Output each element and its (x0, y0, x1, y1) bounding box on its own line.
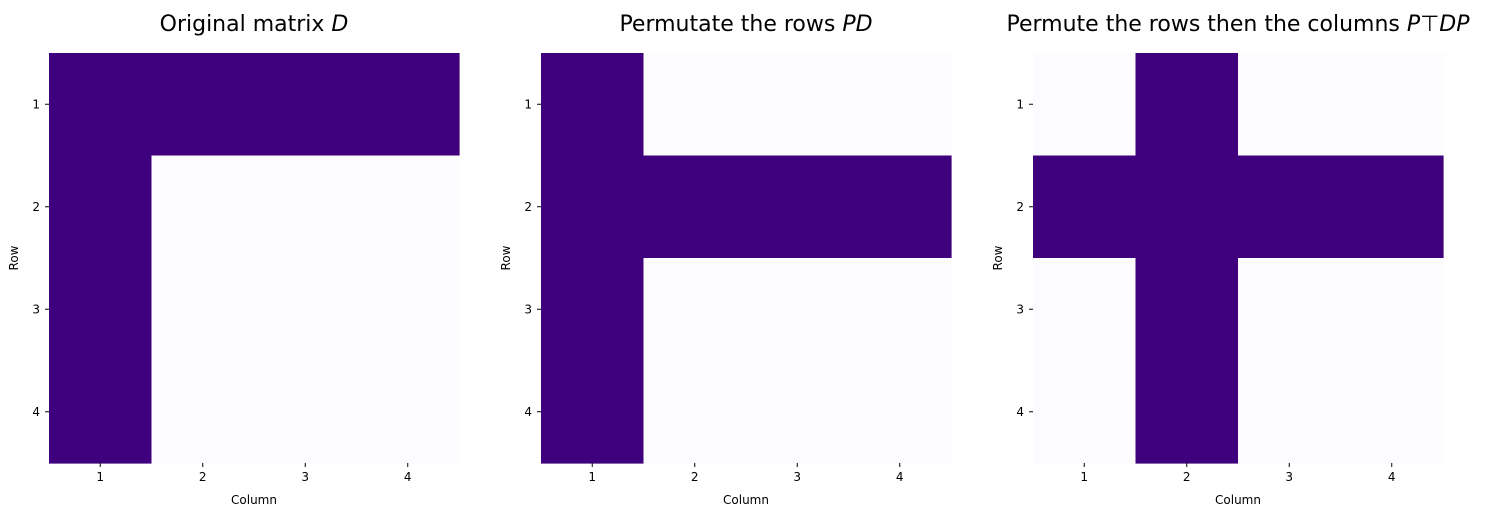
heatmap-cell-r1-c2 (151, 53, 255, 157)
heatmap-cell-r2-c4 (848, 155, 952, 259)
heatmap-panel-2: Permutate the rows PD 1 2 3 4 1 2 3 4 Column Row (499, 12, 952, 507)
heatmap-cell-r1-c3 (746, 53, 850, 157)
heatmap-cell-r4-c1 (541, 360, 645, 464)
x-axis-label: Column (231, 493, 277, 507)
x-tick-label: 4 (896, 470, 904, 484)
x-axis-label: Column (723, 493, 769, 507)
heatmap-cell-r2-c2 (1135, 155, 1239, 259)
heatmap-cell-r2-c4 (356, 155, 460, 259)
heatmap-cell-r2-c1 (49, 155, 153, 259)
heatmap-cell-r3-c3 (1238, 258, 1342, 362)
heatmap-cell-r1-c1 (49, 53, 153, 157)
heatmap-cell-r3-c3 (254, 258, 358, 362)
heatmap-cell-r1-c2 (1135, 53, 1239, 157)
heatmap-cell-r3-c1 (49, 258, 153, 362)
panel-title: Original matrix D (160, 12, 349, 37)
x-tick-label: 2 (691, 470, 699, 484)
panel-title: Permute the rows then the columns P⊤DP (1007, 12, 1471, 37)
heatmap-cell-r2-c4 (1340, 155, 1444, 259)
heatmap-cell-r4-c1 (1033, 360, 1137, 464)
heatmap-cell-r1-c1 (541, 53, 645, 157)
heatmap-cell-r2-c1 (1033, 155, 1137, 259)
heatmap-cell-r4-c2 (1135, 360, 1239, 464)
y-tick-label: 1 (1016, 97, 1024, 111)
y-axis-label: Row (499, 245, 513, 270)
heatmap-cell-r2-c3 (746, 155, 850, 259)
y-tick-label: 3 (524, 302, 532, 316)
y-tick-label: 2 (1016, 200, 1024, 214)
heatmap-cell-r1-c4 (848, 53, 952, 157)
x-tick-label: 3 (1285, 470, 1293, 484)
heatmap-cell-r1-c4 (1340, 53, 1444, 157)
heatmap-cell-r4-c3 (1238, 360, 1342, 464)
heatmap-cell-r3-c1 (1033, 258, 1137, 362)
heatmap-cell-r4-c1 (49, 360, 153, 464)
heatmap-cell-r3-c4 (356, 258, 460, 362)
panel-title-text: Original matrix (160, 12, 332, 37)
y-tick-label: 4 (1016, 405, 1024, 419)
heatmap-cell-r2-c3 (254, 155, 358, 259)
heatmap-cell-r1-c3 (254, 53, 358, 157)
heatmap-cell-r3-c4 (848, 258, 952, 362)
heatmap-cell-r2-c2 (151, 155, 255, 259)
heatmap-cell-r1-c2 (643, 53, 747, 157)
y-axis-label: Row (991, 245, 1005, 270)
x-tick-label: 4 (1388, 470, 1396, 484)
y-tick-label: 2 (524, 200, 532, 214)
panel-title: Permutate the rows PD (619, 12, 872, 37)
heatmap-cell-r3-c1 (541, 258, 645, 362)
heatmap-cell-r4-c4 (1340, 360, 1444, 464)
x-tick-label: 2 (199, 470, 207, 484)
heatmap-cell-r2-c2 (643, 155, 747, 259)
x-tick-label: 1 (588, 470, 596, 484)
x-tick-label: 1 (1080, 470, 1088, 484)
x-tick-label: 1 (96, 470, 104, 484)
x-tick-label: 2 (1183, 470, 1191, 484)
heatmap-cell-r4-c2 (151, 360, 255, 464)
heatmap-cell-r3-c4 (1340, 258, 1444, 362)
heatmap-cell-r1-c3 (1238, 53, 1342, 157)
y-tick-label: 2 (32, 200, 40, 214)
heatmap-cell-r4-c2 (643, 360, 747, 464)
y-tick-label: 1 (524, 97, 532, 111)
panel-title-text: Permute the rows then the columns (1007, 12, 1407, 37)
heatmap-cell-r2-c3 (1238, 155, 1342, 259)
y-axis-label: Row (7, 245, 21, 270)
y-tick-label: 4 (524, 405, 532, 419)
x-tick-label: 3 (793, 470, 801, 484)
heatmap-panel-1: Original matrix D 1 2 3 4 1 2 3 4 Column Row (7, 12, 460, 507)
heatmap-cell-r4-c3 (746, 360, 850, 464)
heatmap-cell-r3-c3 (746, 258, 850, 362)
panel-title-math: PD (842, 12, 872, 37)
y-tick-label: 3 (1016, 302, 1024, 316)
heatmap-cell-r1-c4 (356, 53, 460, 157)
y-tick-label: 1 (32, 97, 40, 111)
heatmap-cell-r3-c2 (1135, 258, 1239, 362)
heatmap-cell-r2-c1 (541, 155, 645, 259)
heatmap-cell-r3-c2 (151, 258, 255, 362)
heatmap-cell-r4-c4 (356, 360, 460, 464)
x-tick-label: 3 (301, 470, 309, 484)
heatmap-cell-r4-c3 (254, 360, 358, 464)
y-tick-label: 3 (32, 302, 40, 316)
heatmap-cell-r1-c1 (1033, 53, 1137, 157)
x-axis-label: Column (1215, 493, 1261, 507)
y-tick-label: 4 (32, 405, 40, 419)
heatmap-cell-r4-c4 (848, 360, 952, 464)
heatmap-panel-3: Permute the rows then the columns P⊤DP 1 2… (991, 12, 1470, 507)
x-tick-label: 4 (404, 470, 412, 484)
panel-title-math: P⊤DP (1407, 12, 1470, 37)
panel-title-text: Permutate the rows (619, 12, 842, 37)
panel-title-math: D (331, 12, 348, 37)
heatmap-cell-r3-c2 (643, 258, 747, 362)
